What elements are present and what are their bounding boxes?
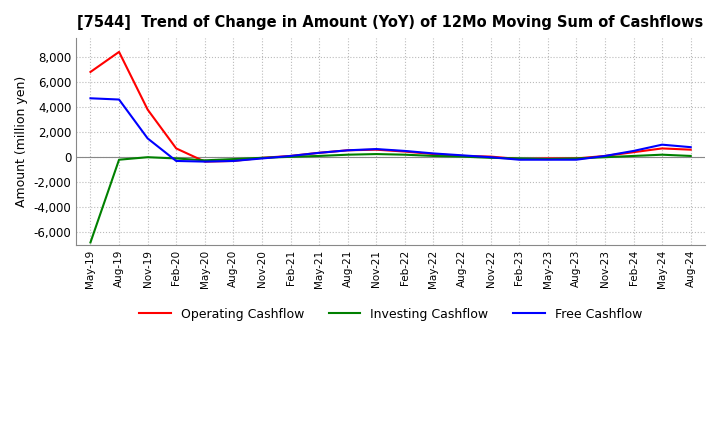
Y-axis label: Amount (million yen): Amount (million yen) (15, 76, 28, 207)
Investing Cashflow (143, 154, 152, 160)
Free Cashflow (372, 147, 381, 152)
Line: Investing Cashflow: Investing Cashflow (91, 154, 690, 242)
Line: Operating Cashflow: Operating Cashflow (91, 52, 690, 161)
Investing Cashflow (686, 153, 695, 158)
Investing Cashflow (400, 152, 409, 158)
Operating Cashflow (372, 147, 381, 152)
Investing Cashflow (229, 157, 238, 162)
Free Cashflow (229, 158, 238, 164)
Operating Cashflow (315, 150, 323, 155)
Investing Cashflow (86, 240, 95, 245)
Investing Cashflow (200, 158, 209, 163)
Free Cashflow (315, 150, 323, 155)
Free Cashflow (143, 136, 152, 141)
Investing Cashflow (315, 153, 323, 158)
Investing Cashflow (372, 151, 381, 157)
Operating Cashflow (287, 153, 295, 158)
Free Cashflow (686, 144, 695, 150)
Free Cashflow (658, 142, 667, 147)
Free Cashflow (429, 151, 438, 156)
Investing Cashflow (458, 154, 467, 159)
Investing Cashflow (486, 155, 495, 161)
Operating Cashflow (572, 156, 581, 161)
Investing Cashflow (287, 154, 295, 159)
Free Cashflow (343, 148, 352, 153)
Operating Cashflow (343, 148, 352, 153)
Free Cashflow (287, 153, 295, 158)
Investing Cashflow (343, 152, 352, 158)
Operating Cashflow (600, 153, 609, 158)
Free Cashflow (200, 159, 209, 164)
Free Cashflow (600, 153, 609, 158)
Free Cashflow (114, 97, 123, 102)
Free Cashflow (86, 95, 95, 101)
Operating Cashflow (172, 146, 181, 151)
Free Cashflow (629, 148, 638, 154)
Operating Cashflow (515, 157, 523, 162)
Free Cashflow (400, 148, 409, 154)
Operating Cashflow (658, 146, 667, 151)
Investing Cashflow (544, 157, 552, 162)
Operating Cashflow (400, 149, 409, 154)
Operating Cashflow (686, 147, 695, 152)
Title: [7544]  Trend of Change in Amount (YoY) of 12Mo Moving Sum of Cashflows: [7544] Trend of Change in Amount (YoY) o… (78, 15, 703, 30)
Investing Cashflow (572, 156, 581, 161)
Free Cashflow (544, 157, 552, 162)
Investing Cashflow (258, 155, 266, 161)
Investing Cashflow (600, 154, 609, 160)
Operating Cashflow (200, 159, 209, 164)
Investing Cashflow (114, 157, 123, 162)
Investing Cashflow (172, 156, 181, 161)
Operating Cashflow (229, 158, 238, 164)
Free Cashflow (515, 157, 523, 162)
Investing Cashflow (629, 153, 638, 158)
Free Cashflow (258, 156, 266, 161)
Operating Cashflow (629, 150, 638, 155)
Investing Cashflow (658, 152, 667, 158)
Operating Cashflow (486, 154, 495, 159)
Operating Cashflow (458, 153, 467, 158)
Operating Cashflow (114, 49, 123, 55)
Free Cashflow (572, 157, 581, 162)
Investing Cashflow (429, 153, 438, 158)
Free Cashflow (458, 153, 467, 158)
Investing Cashflow (515, 156, 523, 161)
Legend: Operating Cashflow, Investing Cashflow, Free Cashflow: Operating Cashflow, Investing Cashflow, … (134, 303, 647, 326)
Operating Cashflow (143, 107, 152, 112)
Operating Cashflow (544, 156, 552, 161)
Operating Cashflow (258, 155, 266, 161)
Operating Cashflow (86, 70, 95, 75)
Free Cashflow (486, 154, 495, 160)
Free Cashflow (172, 158, 181, 164)
Line: Free Cashflow: Free Cashflow (91, 98, 690, 161)
Operating Cashflow (429, 151, 438, 157)
